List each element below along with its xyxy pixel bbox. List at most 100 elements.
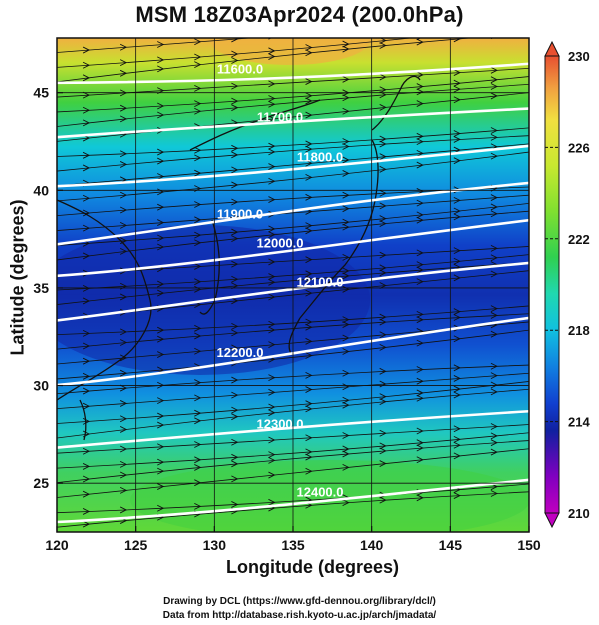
coastline-hokkaido [371, 75, 421, 131]
streamline-arrow [342, 396, 350, 404]
streamline-arrow [453, 314, 461, 321]
streamline-arrow [157, 157, 165, 165]
streamline-arrow [157, 289, 165, 297]
streamline-arrow [231, 38, 239, 43]
streamline-arrow [490, 92, 498, 100]
streamline-arrow [453, 247, 461, 255]
streamline-arrow [157, 102, 165, 110]
streamline-arrow [453, 435, 461, 443]
streamline-arrow [231, 322, 239, 330]
streamline-arrow [82, 106, 91, 114]
streamline-arrow [82, 46, 91, 54]
streamline-arrow [231, 438, 239, 446]
streamline-arrow [490, 439, 498, 447]
streamline-arrow [453, 136, 461, 143]
streamline-arrow [342, 285, 350, 293]
streamline-arrow [268, 148, 276, 156]
streamline-arrow [306, 30, 312, 36]
streamline-arrow [379, 313, 387, 321]
streamline-arrow [490, 330, 498, 338]
streamline-arrow [231, 297, 239, 305]
streamline-arrow [379, 165, 387, 173]
x-tick-label: 125 [124, 537, 148, 553]
streamline-arrow [342, 445, 350, 453]
height-contour [57, 107, 529, 139]
coastline-northeast [189, 99, 321, 151]
streamline-arrow [268, 293, 276, 301]
streamline-arrow [416, 216, 424, 224]
contour-label: 11900.0 [217, 207, 263, 222]
streamline-arrow [194, 231, 202, 239]
streamline-arrow [157, 443, 165, 451]
streamline-arrow [194, 107, 202, 115]
streamline-arrow [157, 504, 165, 512]
coastline-china [57, 199, 152, 401]
contour-label: 12200.0 [217, 345, 264, 360]
streamline-arrow [268, 451, 276, 459]
streamline-arrow [305, 337, 313, 345]
credit-data: Data from http://database.rish.kyoto-u.a… [162, 610, 437, 621]
coastlines [57, 75, 421, 441]
streamline-arrow [490, 244, 498, 252]
colorbar-tick-label: 226 [568, 140, 590, 155]
streamline-arrow [119, 384, 128, 392]
streamline-arrow [490, 66, 498, 74]
credit-drawing: Drawing by DCL (https://www.gfd-dennou.o… [163, 596, 436, 607]
streamline-arrow [119, 445, 128, 453]
streamline-arrow [82, 520, 91, 528]
streamline-arrow [194, 347, 202, 355]
streamline-arrow [416, 427, 424, 435]
height-contour [57, 62, 529, 85]
streamline-arrow [119, 150, 128, 158]
streamline-arrow [416, 83, 424, 90]
streamline-arrow [343, 14, 349, 20]
streamline-arrow [379, 429, 387, 437]
streamline-arrow [305, 140, 313, 148]
streamline-arrow [342, 463, 350, 471]
streamline-arrow [268, 231, 276, 239]
streamline-arrow [157, 148, 165, 156]
streamline-arrow [342, 156, 350, 164]
x-tick-label: 130 [203, 537, 227, 553]
streamline-arrow [305, 78, 313, 85]
streamline-arrow [342, 321, 350, 328]
streamline-arrow [453, 391, 461, 399]
height-contour [57, 409, 529, 449]
streamline [57, 38, 256, 53]
streamline-arrow [268, 278, 276, 286]
green-patch-south [130, 460, 529, 532]
streamline-arrow [416, 149, 424, 157]
streamline-arrow [416, 211, 424, 219]
contour-label: 11600.0 [217, 61, 263, 76]
streamline-arrow [342, 143, 350, 150]
streamline-arrow [119, 59, 128, 67]
streamline-arrow [82, 297, 91, 305]
streamline-arrow [82, 508, 91, 515]
streamline-arrow [342, 348, 350, 355]
streamline-arrow [194, 53, 202, 61]
streamline-arrow [490, 432, 498, 440]
streamline-arrow [231, 235, 239, 243]
y-tick-label: 35 [33, 280, 49, 296]
streamline-arrow [268, 456, 276, 464]
streamline-arrow [194, 503, 202, 510]
streamline-arrow [119, 354, 128, 362]
streamline-arrow [268, 163, 276, 170]
streamline-arrow [119, 104, 128, 112]
streamline-arrow [379, 367, 387, 375]
streamline-arrow [379, 264, 387, 272]
streamline-arrow [119, 369, 128, 377]
streamline-arrow [453, 196, 461, 204]
streamline-arrow [231, 275, 239, 283]
streamline-arrow [342, 254, 350, 261]
streamline-arrow [194, 216, 202, 224]
contour-label: 12300.0 [257, 416, 304, 431]
streamline-arrow [379, 251, 387, 259]
streamline-arrow [231, 460, 239, 468]
streamline-arrow [453, 213, 461, 221]
streamline-arrow [82, 402, 91, 410]
streamline-arrow [305, 222, 313, 230]
streamline-arrow [82, 224, 91, 232]
streamline-arrow [416, 456, 424, 464]
y-tick-label: 45 [33, 85, 49, 101]
